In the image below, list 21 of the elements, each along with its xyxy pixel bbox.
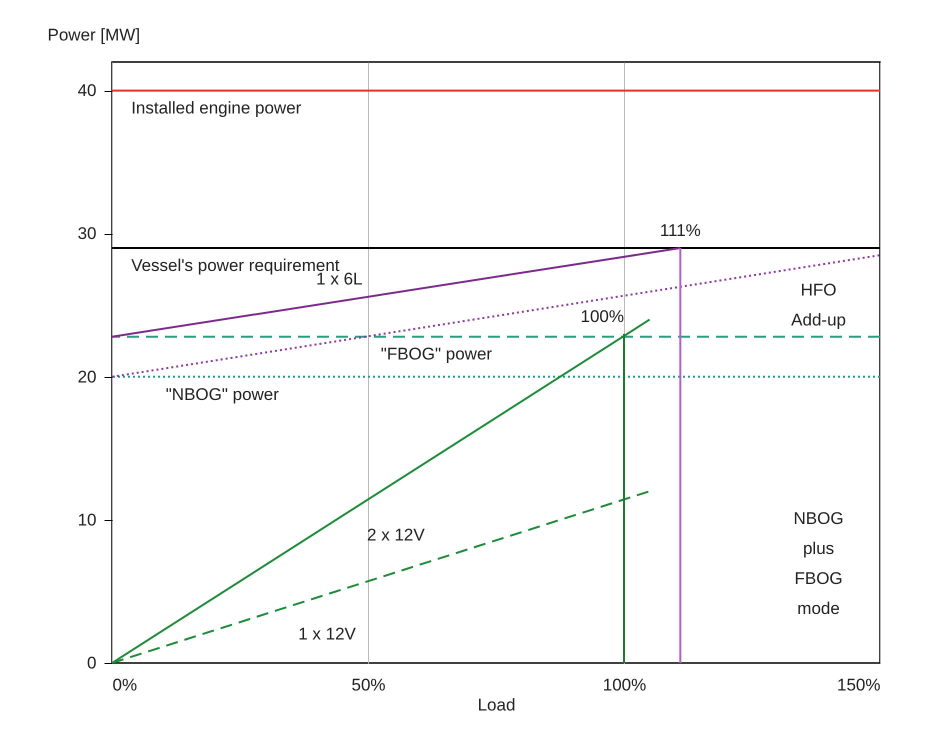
annotation: NBOG plus FBOG mode [794,508,844,618]
y-tick-label: 20 [78,367,96,386]
annotation: 100% [580,306,624,326]
y-tick-label: 0 [87,654,96,672]
y-tick-label: 40 [78,81,96,100]
series-label: 2 x 12V [367,526,426,545]
x-tick-label: 50% [351,676,386,694]
annotation: HFO Add-up [791,280,846,330]
ref-line-label: "NBOG" power [166,384,280,404]
y-axis-title: Power [MW] [48,26,140,44]
x-tick-label: 100% [602,676,646,694]
x-tick-label: 150% [837,676,880,694]
ref-line-label: "FBOG" power [380,344,492,364]
y-tick-label: 30 [78,224,96,244]
x-axis-title: Load [478,696,516,714]
x-tick-label: 0% [112,676,138,694]
series-label: 1 x 12V [298,624,357,644]
ref-line-label: Vessel's power requirement [131,256,340,276]
y-tick-label: 10 [78,510,96,530]
ref-line-label: Installed engine power [131,98,302,118]
annotation: 111% [660,221,701,240]
